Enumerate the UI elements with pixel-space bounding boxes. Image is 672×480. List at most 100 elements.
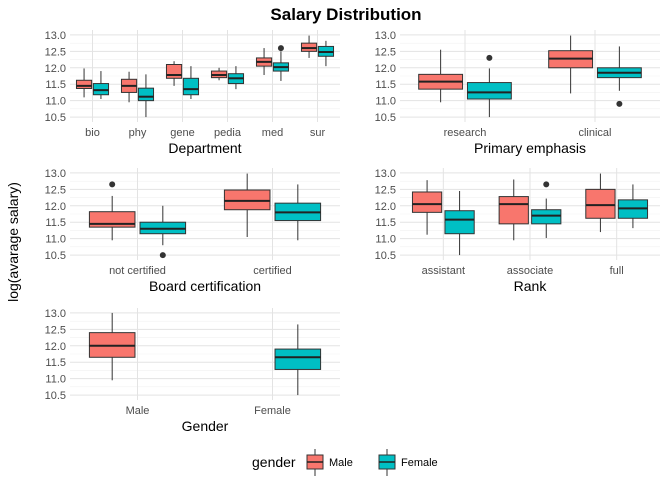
x-tick-label: gene <box>170 127 194 139</box>
box-female-Female <box>274 324 322 396</box>
y-tick-label: 11.0 <box>45 234 66 246</box>
box-male-clinical <box>548 35 594 94</box>
facet-panel-2: 10.5 11.0 11.5 12.0 12.5 13.0 research clinical… <box>375 30 660 156</box>
legend-item-male: Male <box>306 449 353 476</box>
y-tick-label: 12.0 <box>45 341 66 353</box>
box-male-assistant <box>411 180 443 235</box>
y-tick-label: 11.0 <box>45 374 66 386</box>
box-iqr <box>75 79 93 89</box>
y-tick-label: 11.5 <box>45 217 66 229</box>
box-female-phy <box>137 74 155 118</box>
y-tick-label: 13.0 <box>45 30 66 42</box>
outlier-point <box>616 100 623 107</box>
y-tick-label: 10.5 <box>375 112 396 124</box>
chart-title: Salary Distribution <box>270 5 421 24</box>
outlier-point <box>159 252 166 259</box>
x-axis-title: Gender <box>182 418 229 434</box>
x-tick-label: research <box>444 127 487 139</box>
y-tick-label: 12.0 <box>375 201 396 213</box>
box-male-research <box>418 49 464 103</box>
y-tick-label: 10.5 <box>45 112 66 124</box>
y-tick-label: 10.5 <box>375 250 396 262</box>
y-tick-label: 13.0 <box>375 168 396 180</box>
x-tick-label: med <box>262 127 283 139</box>
box-iqr <box>466 82 512 100</box>
y-tick-label: 12.5 <box>45 184 66 196</box>
box-male-gene <box>165 61 183 86</box>
y-tick-label: 10.5 <box>45 390 66 402</box>
facet-panel-5: 10.5 11.0 11.5 12.0 12.5 13.0 Male Female Gender <box>45 308 340 434</box>
box-iqr <box>274 348 322 370</box>
x-tick-label: clinical <box>578 127 611 139</box>
box-iqr <box>444 210 475 235</box>
y-tick-label: 13.0 <box>45 168 66 180</box>
y-tick-label: 12.0 <box>45 201 66 213</box>
x-axis-title: Primary emphasis <box>474 140 586 156</box>
box-iqr <box>585 188 616 219</box>
outlier-point <box>109 181 116 188</box>
box-iqr <box>411 191 443 213</box>
x-axis-title: Department <box>168 140 241 156</box>
box-iqr <box>165 64 183 79</box>
outlier-point <box>486 54 493 61</box>
x-tick-label: not certified <box>109 265 166 277</box>
x-axis-title: Board certification <box>149 278 261 294</box>
y-tick-label: 12.0 <box>45 63 66 75</box>
box-male-med <box>255 48 273 76</box>
box-female-pedia <box>227 66 245 90</box>
y-axis-title: log(avarage salary) <box>5 182 21 302</box>
x-tick-label: Female <box>254 405 291 417</box>
y-tick-label: 11.5 <box>45 79 66 91</box>
y-tick-label: 13.0 <box>375 30 396 42</box>
box-female-research <box>466 54 512 118</box>
y-tick-label: 11.0 <box>375 234 396 246</box>
outlier-point <box>277 45 284 52</box>
box-male-sur <box>300 35 318 58</box>
y-tick-label: 11.5 <box>375 217 396 229</box>
legend-title: gender <box>252 454 296 470</box>
box-female-full <box>617 184 649 229</box>
box-iqr <box>498 196 529 225</box>
box-female-not-certified <box>139 205 187 259</box>
box-iqr <box>531 209 562 225</box>
y-tick-label: 13.0 <box>45 308 66 320</box>
facet-panel-3: 10.5 11.0 11.5 12.0 12.5 13.0 not certified cer… <box>45 168 340 294</box>
y-tick-label: 11.5 <box>45 357 66 369</box>
y-tick-label: 11.0 <box>375 96 396 108</box>
box-female-med <box>272 45 290 81</box>
box-female-certified <box>274 184 322 241</box>
box-male-bio <box>75 68 93 98</box>
legend-label: Male <box>329 457 353 469</box>
x-tick-label: full <box>610 265 624 277</box>
x-tick-label: sur <box>310 127 326 139</box>
x-tick-label: assistant <box>422 265 465 277</box>
y-tick-label: 10.5 <box>45 250 66 262</box>
box-male-certified <box>223 173 271 237</box>
x-tick-label: pedia <box>214 127 242 139</box>
y-tick-label: 11.5 <box>375 79 396 91</box>
box-female-assistant <box>444 191 475 256</box>
box-male-Male <box>88 312 136 381</box>
box-male-associate <box>498 179 529 241</box>
y-tick-label: 12.5 <box>45 324 66 336</box>
box-female-bio <box>92 71 110 99</box>
x-tick-label: phy <box>129 127 147 139</box>
box-male-not-certified <box>88 181 136 241</box>
legend-label: Female <box>401 457 438 469</box>
box-female-clinical <box>596 46 642 107</box>
box-male-full <box>585 173 616 233</box>
outlier-point <box>543 181 550 188</box>
facet-panels: 10.5 11.0 11.5 12.0 12.5 13.0 bio phy gene pedia m… <box>45 30 660 434</box>
facet-panel-1: 10.5 11.0 11.5 12.0 12.5 13.0 bio phy gene pedia m… <box>45 30 340 156</box>
y-tick-label: 12.0 <box>375 63 396 75</box>
legend: gender Male Female <box>252 449 438 476</box>
x-tick-label: bio <box>85 127 100 139</box>
box-iqr <box>182 77 200 96</box>
box-female-associate <box>531 181 562 238</box>
x-tick-label: certified <box>253 265 292 277</box>
box-female-sur <box>317 40 335 67</box>
x-tick-label: Male <box>126 405 150 417</box>
legend-item-female: Female <box>378 449 438 476</box>
